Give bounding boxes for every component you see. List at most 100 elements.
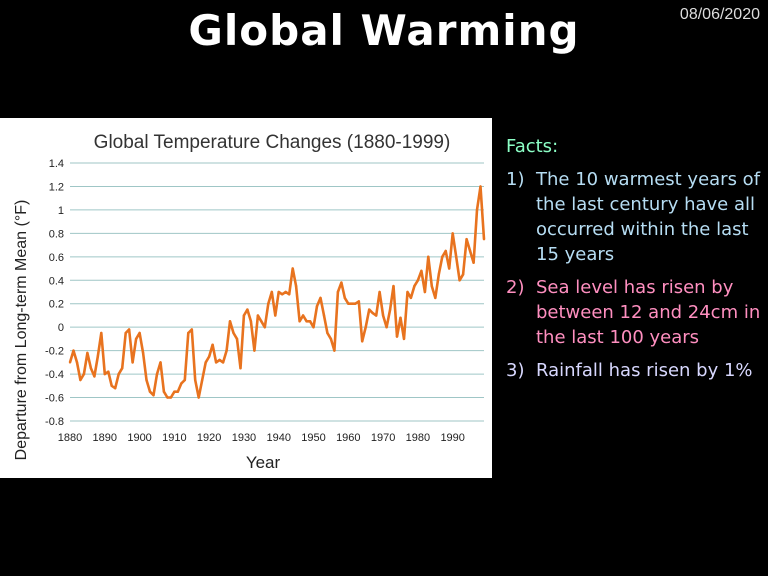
data-point [232, 331, 235, 335]
data-point [114, 387, 117, 390]
y-tick-label: -0.2 [45, 346, 64, 358]
data-point [274, 314, 277, 317]
data-point [409, 296, 413, 300]
data-point [228, 320, 232, 323]
data-point [434, 296, 437, 300]
x-tick-label: 1880 [58, 432, 82, 444]
data-point [242, 314, 246, 317]
data-point [260, 320, 263, 323]
y-tick-label: 0.8 [49, 228, 64, 240]
data-point [155, 372, 159, 376]
y-tick-label: -0.4 [45, 369, 64, 381]
x-tick-label: 1970 [371, 432, 395, 444]
data-point [96, 355, 100, 358]
data-point [249, 320, 253, 323]
data-point [134, 337, 138, 341]
data-point [420, 269, 423, 273]
y-tick-label: -0.6 [45, 393, 64, 405]
fact-text: Rainfall has risen by 1% [536, 360, 753, 381]
x-tick-label: 1910 [162, 432, 186, 444]
y-axis-ticks: -0.8 -0.6 -0.4 -0.2 0 0.2 0.4 0.6 0.8 1 1.2 1.4 [45, 158, 64, 428]
data-point [110, 384, 113, 387]
data-point [173, 390, 176, 393]
data-point [333, 349, 336, 352]
data-point [423, 290, 427, 294]
data-point [298, 320, 301, 323]
data-point [448, 267, 451, 270]
x-tick-label: 1940 [266, 432, 290, 444]
data-point [72, 349, 75, 352]
data-point [253, 349, 256, 352]
data-point [308, 320, 312, 323]
data-point [441, 255, 444, 258]
fact-text: The 10 warmest years of the last century… [536, 169, 761, 265]
data-point [364, 326, 367, 329]
data-point [402, 337, 406, 341]
data-point [89, 367, 93, 370]
data-point [340, 281, 343, 284]
data-point [152, 394, 155, 397]
data-point [305, 320, 308, 323]
data-point [465, 238, 468, 241]
data-point [211, 343, 214, 346]
data-point [103, 372, 107, 376]
facts-panel: Facts: 1) The 10 warmest years of the la… [506, 134, 762, 391]
data-point [322, 314, 326, 317]
data-point [378, 290, 381, 294]
data-point [281, 293, 284, 296]
fact-item-3: 3) Rainfall has risen by 1% [506, 358, 762, 383]
y-tick-label: 1 [58, 205, 64, 217]
data-point [301, 314, 305, 317]
data-point [312, 326, 315, 329]
x-tick-label: 1960 [336, 432, 360, 444]
y-tick-label: 0 [58, 322, 64, 334]
temperature-chart: Global Temperature Changes (1880-1999) -… [13, 132, 486, 472]
data-point [194, 378, 197, 382]
data-point [336, 290, 340, 294]
y-tick-label: 0.2 [49, 299, 64, 311]
data-point [475, 208, 479, 212]
data-point [246, 308, 249, 311]
data-point [124, 331, 127, 335]
data-point [416, 279, 420, 282]
y-tick-label: 0.4 [49, 275, 64, 287]
data-point [162, 390, 166, 393]
temperature-series-line [68, 185, 486, 399]
fact-item-2: 2) Sea level has risen by between 12 and… [506, 275, 762, 350]
data-point [347, 302, 350, 305]
slide-date: 08/06/2020 [679, 6, 760, 23]
data-point [159, 361, 162, 364]
data-point [148, 390, 152, 393]
y-tick-label: -0.8 [45, 416, 64, 428]
chart-grid [70, 162, 484, 422]
data-point [121, 367, 124, 370]
fact-number: 3) [506, 360, 525, 381]
data-point [225, 349, 228, 352]
chart-panel: Global Temperature Changes (1880-1999) -… [0, 118, 492, 478]
x-tick-label: 1990 [440, 432, 464, 444]
data-point [326, 331, 329, 335]
data-point [263, 326, 266, 329]
data-point [368, 308, 371, 311]
data-point [482, 238, 486, 241]
data-point [68, 361, 72, 364]
data-point [385, 326, 388, 329]
data-point [197, 396, 200, 399]
data-point [291, 267, 294, 270]
data-point [455, 255, 458, 258]
x-tick-label: 1900 [127, 432, 151, 444]
fact-text: Sea level has risen by between 12 and 24… [536, 277, 761, 348]
data-point [371, 311, 374, 315]
x-tick-label: 1950 [301, 432, 325, 444]
data-point [395, 335, 399, 338]
data-point [166, 396, 169, 399]
data-point [343, 296, 346, 300]
data-point [270, 290, 273, 294]
data-point [218, 358, 221, 362]
data-point [444, 249, 447, 253]
data-point [208, 355, 211, 358]
data-point [392, 284, 395, 288]
data-point [406, 290, 409, 294]
data-point [357, 300, 360, 303]
data-point [79, 378, 82, 382]
